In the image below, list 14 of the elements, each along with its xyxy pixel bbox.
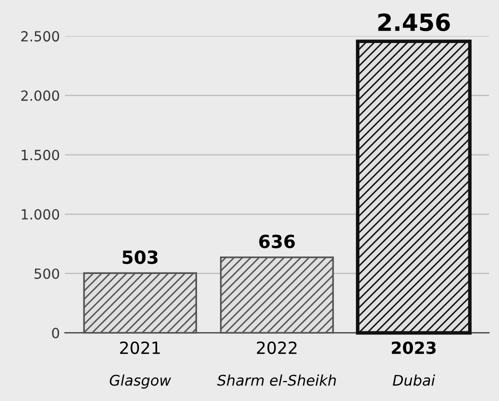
y-tick-label: 2.500 — [21, 31, 60, 42]
bar — [220, 256, 334, 334]
y-tick-label: 0 — [52, 328, 60, 338]
y-tick-label: 1.000 — [22, 209, 60, 220]
data-label: 503 — [122, 250, 158, 264]
y-tick-label: 500 — [34, 268, 60, 279]
category-label: 2023 Dubai — [392, 341, 436, 386]
y-tick-label: 2.000 — [21, 90, 60, 101]
bar — [83, 272, 198, 334]
y-tick-label: 1.500 — [22, 150, 60, 160]
category-label: 2021 Glasgow — [110, 341, 172, 389]
data-label: 636 — [259, 234, 295, 248]
data-label: 2.456 — [378, 13, 450, 32]
category-label: 2022 Sharm el-Sheikh — [217, 341, 336, 386]
